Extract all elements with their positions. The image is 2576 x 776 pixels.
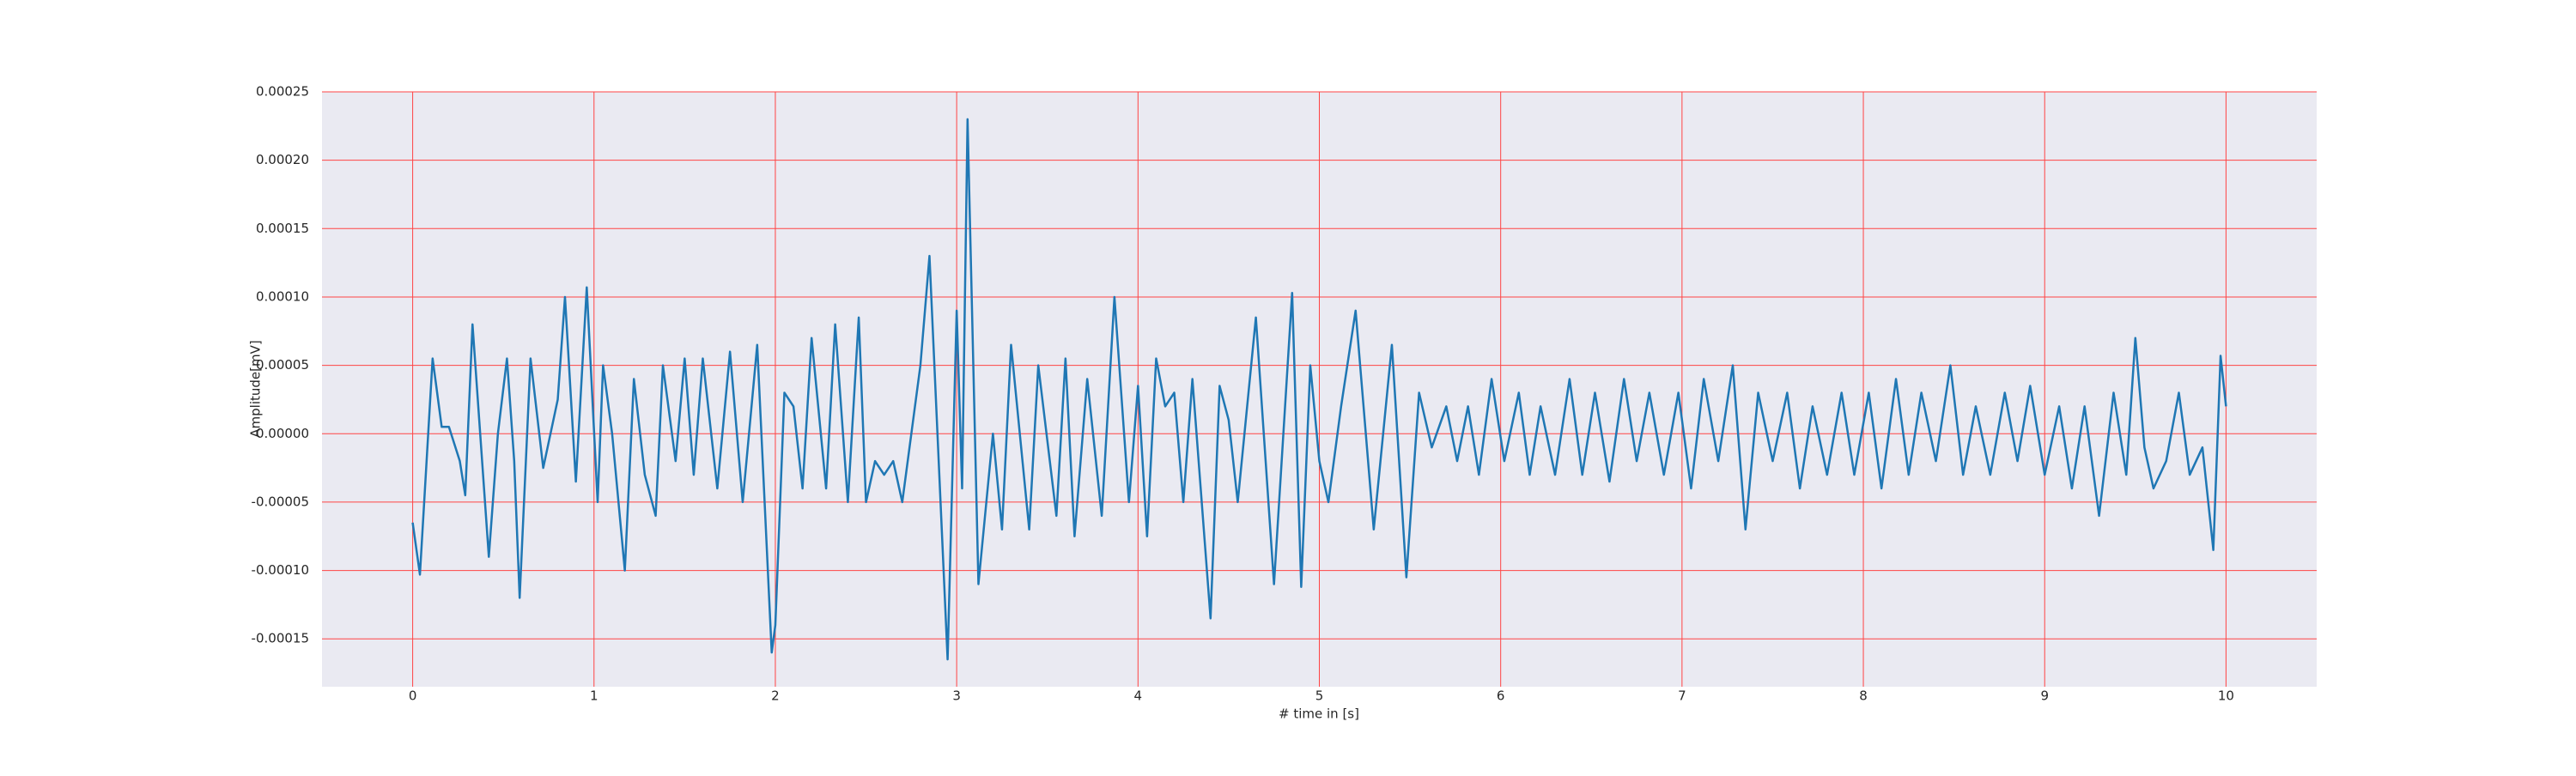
signal-line <box>411 118 2227 661</box>
y-tick-label: 0.00015 <box>256 221 309 236</box>
x-tick-label: 9 <box>2040 688 2049 704</box>
y-tick-label: -0.00005 <box>252 494 309 509</box>
y-axis-label: Amplitude[mV] <box>248 340 264 437</box>
y-tick-label: 0.00005 <box>256 357 309 373</box>
y-tick-label: 0.00020 <box>256 152 309 167</box>
y-tick-label: -0.00015 <box>252 631 309 646</box>
x-tick-label: 3 <box>952 688 961 704</box>
x-tick-label: 2 <box>771 688 780 704</box>
x-tick-label: 10 <box>2218 688 2234 704</box>
x-axis-label: # time in [s] <box>1279 706 1359 722</box>
y-tick-label: 0.00025 <box>256 84 309 100</box>
y-tick-label: -0.00010 <box>252 562 309 578</box>
x-tick-label: 4 <box>1134 688 1143 704</box>
y-tick-label: 0.00010 <box>256 288 309 304</box>
x-tick-label: 7 <box>1678 688 1686 704</box>
x-tick-label: 8 <box>1859 688 1868 704</box>
tick-labels: 0 1 2 3 4 5 6 7 8 9 10 -0.00015 -0.00010 -0.00005 0.00… <box>252 84 2234 704</box>
x-tick-label: 5 <box>1315 688 1324 704</box>
x-tick-label: 1 <box>590 688 598 704</box>
marks <box>411 118 2227 661</box>
y-tick-label: 0.00000 <box>256 426 309 441</box>
x-tick-label: 0 <box>409 688 417 704</box>
x-tick-label: 6 <box>1497 688 1505 704</box>
grid <box>322 91 2317 687</box>
